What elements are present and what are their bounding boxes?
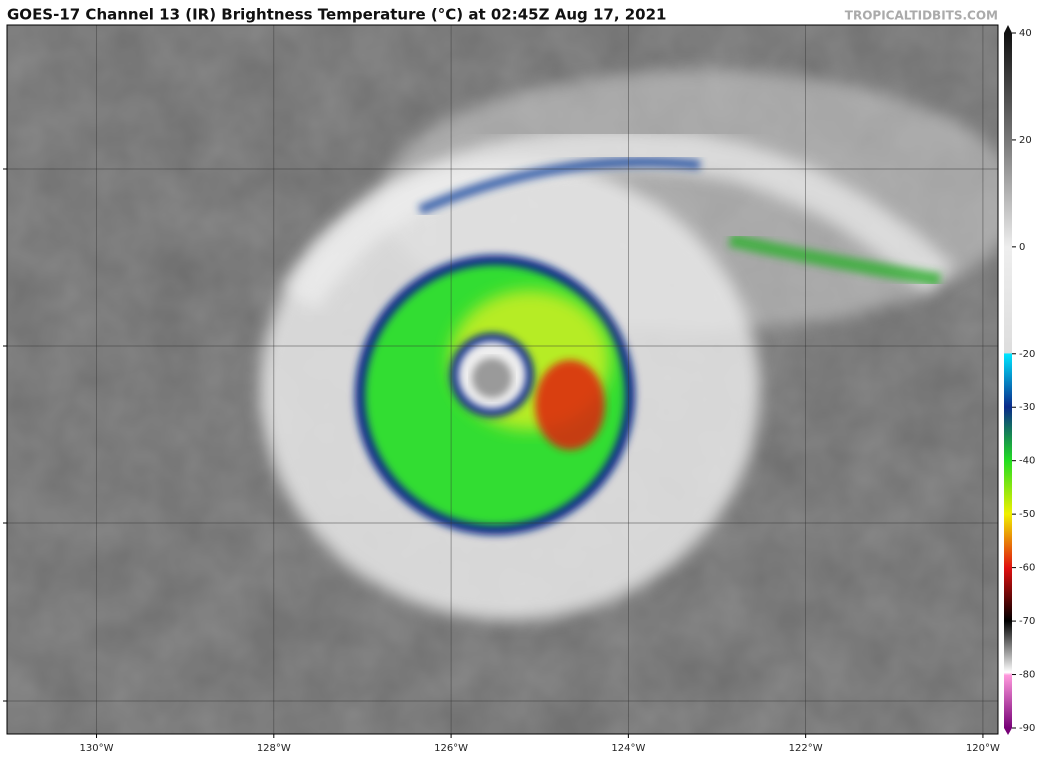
colorbar-label: 0 [1019,242,1025,253]
colorbar-label: -50 [1019,509,1035,520]
lon-label: 124°W [611,743,645,754]
colorbar-label: -70 [1019,616,1035,627]
lat-grid [7,168,998,702]
colorbar-label: -20 [1019,349,1035,360]
lon-label: 128°W [257,743,291,754]
lon-label: 126°W [434,743,468,754]
lon-label: 122°W [789,743,823,754]
colorbar-label: -30 [1019,402,1035,413]
ticks: 130°W 128°W 126°W 124°W 122°W 120°W 40 20 0 -20 -3… [80,28,1036,754]
map-frame [6,24,999,735]
lon-grid [96,25,984,734]
colorbar-label: -80 [1019,670,1035,681]
lon-label: 120°W [966,743,1000,754]
lon-label: 130°W [80,743,114,754]
title: GOES-17 Channel 13 (IR) Brightness Tempe… [7,6,667,24]
colorbar-label: -90 [1019,723,1035,734]
colorbar [1004,25,1012,735]
colorbar-label: 20 [1019,135,1032,146]
colorbar-label: 40 [1019,28,1032,39]
lat-ticks [3,168,7,702]
imagery [7,25,998,734]
source: TROPICALTIDBITS.COM [845,9,998,23]
colorbar-label: -40 [1019,456,1035,467]
colorbar-label: -60 [1019,563,1035,574]
